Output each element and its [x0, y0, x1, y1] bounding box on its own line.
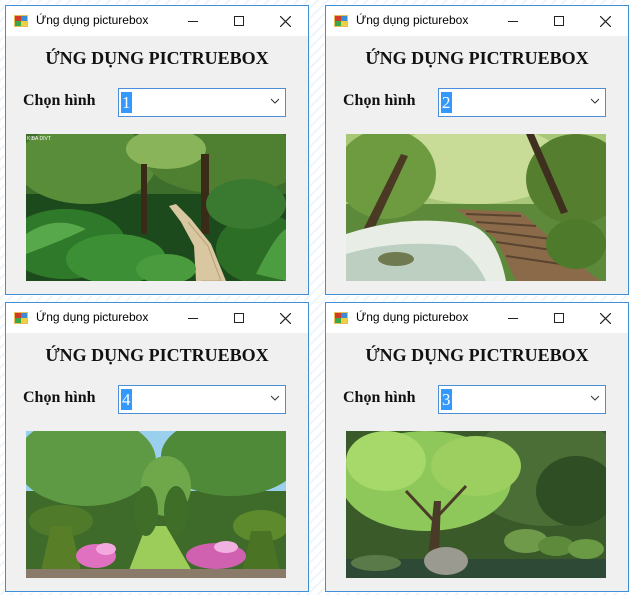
- chevron-down-icon: [591, 395, 599, 401]
- app-icon: [334, 15, 348, 27]
- chevron-down-icon: [271, 98, 279, 104]
- maximize-icon: [234, 16, 244, 26]
- japanese-maple-garden-image: [346, 431, 606, 578]
- minimize-button[interactable]: [170, 303, 216, 333]
- picture-box: [346, 431, 606, 578]
- maximize-button[interactable]: [536, 6, 582, 36]
- maximize-icon: [554, 16, 564, 26]
- app-icon: [334, 312, 348, 324]
- selected-value: 3: [441, 389, 452, 410]
- window-title: Ứng dụng picturebox: [356, 13, 469, 27]
- selected-value: 2: [441, 92, 452, 113]
- close-icon: [599, 15, 611, 27]
- chevron-down-icon: [271, 395, 279, 401]
- select-label: Chọn hình: [343, 92, 416, 109]
- close-button[interactable]: [262, 303, 308, 333]
- minimize-icon: [188, 317, 198, 319]
- title-bar[interactable]: Ứng dụng picturebox: [6, 303, 308, 333]
- app-window-2: Ứng dụng picturebox ỨNG DỤNG PICTRUEBOX …: [325, 5, 629, 295]
- form-heading: ỨNG DỤNG PICTRUEBOX: [365, 345, 589, 365]
- minimize-button[interactable]: [170, 6, 216, 36]
- close-icon: [599, 312, 611, 324]
- minimize-button[interactable]: [490, 6, 536, 36]
- app-icon: [14, 15, 28, 27]
- forest-path-ferns-image: KIBA DIVT: [26, 134, 286, 281]
- close-button[interactable]: [262, 6, 308, 36]
- minimize-icon: [188, 20, 198, 22]
- window-title: Ứng dụng picturebox: [356, 310, 469, 324]
- maximize-icon: [554, 313, 564, 323]
- image-select[interactable]: 1: [118, 88, 286, 117]
- chevron-down-icon: [591, 98, 599, 104]
- title-bar[interactable]: Ứng dụng picturebox: [326, 303, 628, 333]
- maximize-button[interactable]: [216, 303, 262, 333]
- select-label: Chọn hình: [23, 389, 96, 406]
- app-window-4: Ứng dụng picturebox ỨNG DỤNG PICTRUEBOX …: [325, 302, 629, 592]
- select-label: Chọn hình: [23, 92, 96, 109]
- maximize-icon: [234, 313, 244, 323]
- select-label: Chọn hình: [343, 389, 416, 406]
- form-heading: ỨNG DỤNG PICTRUEBOX: [45, 345, 269, 365]
- picture-box: KIBA DIVT: [26, 134, 286, 281]
- image-select[interactable]: 2: [438, 88, 606, 117]
- maximize-button[interactable]: [536, 303, 582, 333]
- window-title: Ứng dụng picturebox: [36, 310, 149, 324]
- close-button[interactable]: [582, 6, 628, 36]
- minimize-icon: [508, 20, 518, 22]
- image-select[interactable]: 4: [118, 385, 286, 414]
- maximize-button[interactable]: [216, 6, 262, 36]
- app-icon: [14, 312, 28, 324]
- forest-stream-boardwalk-image: [346, 134, 606, 281]
- picture-box: [346, 134, 606, 281]
- picture-box: [26, 431, 286, 578]
- window-title: Ứng dụng picturebox: [36, 13, 149, 27]
- form-heading: ỨNG DỤNG PICTRUEBOX: [365, 48, 589, 68]
- close-icon: [279, 312, 291, 324]
- topiary-garden-image: [26, 431, 286, 578]
- close-icon: [279, 15, 291, 27]
- image-select[interactable]: 3: [438, 385, 606, 414]
- title-bar[interactable]: Ứng dụng picturebox: [6, 6, 308, 36]
- watermark-text: KIBA DIVT: [27, 136, 51, 142]
- minimize-icon: [508, 317, 518, 319]
- title-bar[interactable]: Ứng dụng picturebox: [326, 6, 628, 36]
- app-window-1: Ứng dụng picturebox ỨNG DỤNG PICTRUEBOX …: [5, 5, 309, 295]
- app-window-3: Ứng dụng picturebox ỨNG DỤNG PICTRUEBOX …: [5, 302, 309, 592]
- selected-value: 1: [121, 92, 132, 113]
- form-heading: ỨNG DỤNG PICTRUEBOX: [45, 48, 269, 68]
- close-button[interactable]: [582, 303, 628, 333]
- selected-value: 4: [121, 389, 132, 410]
- minimize-button[interactable]: [490, 303, 536, 333]
